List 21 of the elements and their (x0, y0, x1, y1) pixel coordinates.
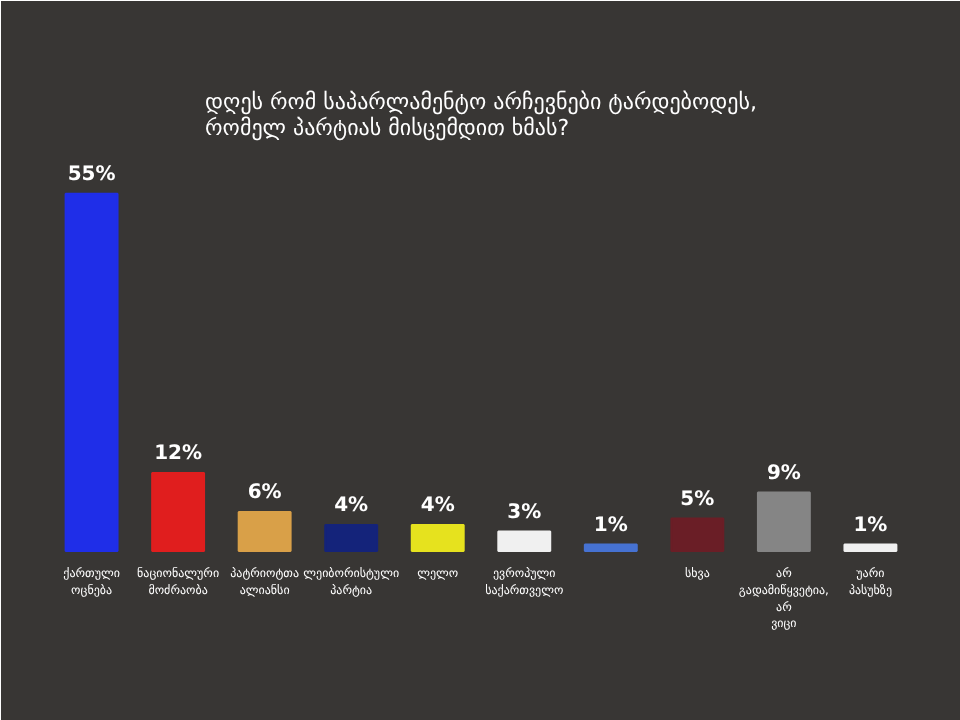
bar (843, 543, 898, 552)
data-label: 1% (853, 514, 888, 537)
bar (583, 543, 638, 552)
bar (756, 491, 811, 552)
data-label: 1% (593, 514, 628, 537)
data-label: 12% (154, 443, 203, 466)
bar (324, 524, 379, 552)
bar (497, 530, 552, 552)
bar (151, 472, 206, 552)
data-label: 6% (247, 482, 282, 505)
data-label: 4% (334, 495, 369, 518)
bar (410, 524, 465, 552)
data-label: 5% (680, 488, 715, 511)
data-label: 3% (507, 501, 542, 524)
bar (64, 192, 119, 552)
bar (237, 511, 292, 552)
data-label: 55% (67, 163, 116, 186)
bar (670, 517, 725, 552)
data-label: 4% (420, 495, 455, 518)
data-label: 9% (766, 462, 801, 485)
chart-title: დღეს რომ საპარლამენტო არჩევნები ტარდებოდეს, რომელ პარტიას მისცემდით ხმას? (205, 89, 757, 141)
